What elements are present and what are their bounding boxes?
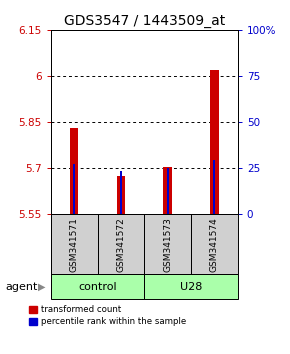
- Text: GSM341573: GSM341573: [163, 217, 172, 272]
- Bar: [191, 214, 238, 274]
- Bar: [164, 167, 172, 214]
- Bar: [166, 168, 169, 214]
- Bar: [120, 171, 122, 214]
- Bar: [144, 214, 191, 274]
- Bar: [51, 274, 144, 299]
- Bar: [51, 214, 97, 274]
- Text: U28: U28: [180, 282, 202, 292]
- Text: agent: agent: [6, 282, 38, 292]
- Bar: [73, 164, 75, 214]
- Title: GDS3547 / 1443509_at: GDS3547 / 1443509_at: [64, 14, 225, 28]
- Text: GSM341571: GSM341571: [70, 217, 79, 272]
- Text: GSM341574: GSM341574: [210, 217, 219, 272]
- Bar: [97, 214, 144, 274]
- Legend: transformed count, percentile rank within the sample: transformed count, percentile rank withi…: [28, 303, 188, 328]
- Bar: [144, 274, 238, 299]
- Text: GSM341572: GSM341572: [116, 217, 125, 272]
- Bar: [117, 176, 125, 214]
- Bar: [70, 128, 78, 214]
- Bar: [210, 70, 219, 214]
- Text: ▶: ▶: [38, 282, 46, 292]
- Bar: [213, 160, 215, 214]
- Text: control: control: [78, 282, 117, 292]
